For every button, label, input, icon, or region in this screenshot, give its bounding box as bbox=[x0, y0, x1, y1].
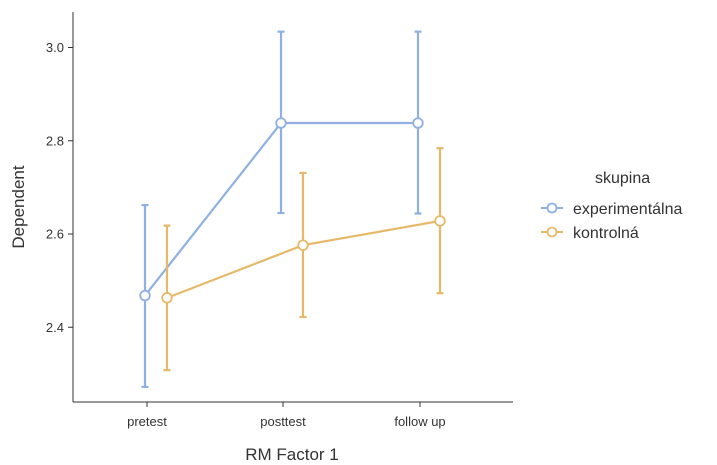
legend-label: experimentálna bbox=[573, 201, 683, 218]
legend-item-1: experimentálna bbox=[541, 201, 683, 218]
series-2 bbox=[161, 147, 446, 372]
legend-title: skupina bbox=[595, 170, 650, 187]
series bbox=[139, 30, 446, 389]
data-point bbox=[139, 289, 151, 302]
y-tick-label: 2.6 bbox=[46, 227, 64, 242]
y-tick-label: 2.8 bbox=[46, 133, 64, 148]
legend-label: kontrolná bbox=[573, 225, 639, 242]
x-axis-title: RM Factor 1 bbox=[245, 445, 339, 464]
data-point bbox=[434, 215, 446, 227]
axes: 2.4 2.6 2.8 3.0 pretest posttest follow up bbox=[46, 12, 513, 429]
data-point bbox=[275, 117, 287, 129]
legend-key-marker bbox=[546, 226, 558, 238]
series-1 bbox=[139, 30, 424, 389]
legend-item-2: kontrolná bbox=[541, 225, 639, 242]
x-tick-label: posttest bbox=[260, 414, 306, 429]
x-ticks: pretest posttest follow up bbox=[127, 402, 446, 429]
y-tick-label: 3.0 bbox=[46, 40, 64, 55]
data-point bbox=[412, 117, 424, 129]
legend: skupina experimentálna kontrolná bbox=[541, 170, 683, 242]
data-point bbox=[297, 239, 309, 251]
legend-items: experimentálna kontrolná bbox=[541, 201, 683, 242]
data-point bbox=[161, 292, 173, 304]
y-tick-label: 2.4 bbox=[46, 320, 64, 335]
x-tick-label: follow up bbox=[394, 414, 445, 429]
y-ticks: 2.4 2.6 2.8 3.0 bbox=[46, 40, 73, 335]
x-tick-label: pretest bbox=[127, 414, 167, 429]
legend-key-marker bbox=[546, 202, 558, 214]
y-axis-title: Dependent bbox=[9, 165, 28, 248]
